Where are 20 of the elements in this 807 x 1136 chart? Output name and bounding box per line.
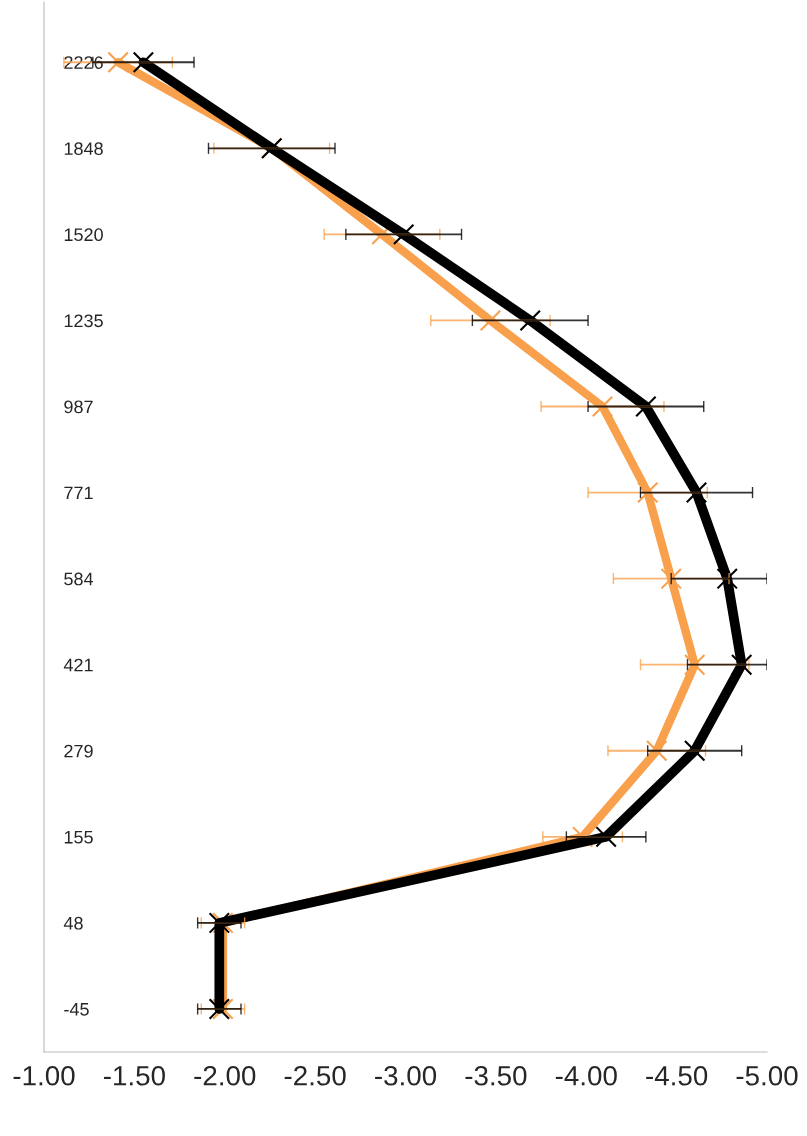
y-tick-label: 155 bbox=[64, 830, 93, 844]
x-tick-label: -2.50 bbox=[284, 1065, 346, 1086]
x-tick-label: -3.00 bbox=[375, 1065, 437, 1086]
y-tick-label: 771 bbox=[64, 486, 93, 500]
y-tick-label: 421 bbox=[63, 658, 93, 672]
x-tick-label: -4.00 bbox=[555, 1065, 617, 1086]
y-tick-label: 584 bbox=[64, 572, 94, 586]
y-tick-label: 1520 bbox=[64, 228, 103, 242]
x-tick-label: -3.50 bbox=[465, 1065, 527, 1086]
y-tick-label: 987 bbox=[64, 400, 93, 414]
x-tick-label: -1.00 bbox=[13, 1065, 75, 1086]
x-tick-label: -1.50 bbox=[103, 1065, 165, 1086]
y-tick-label: 48 bbox=[63, 916, 83, 930]
y-tick-label: 1235 bbox=[64, 314, 103, 328]
y-tick-label: -45 bbox=[64, 1003, 89, 1016]
x-tick-label: -5.00 bbox=[736, 1065, 798, 1086]
x-tick-label: -2.00 bbox=[194, 1065, 256, 1086]
y-tick-label: 1848 bbox=[64, 142, 103, 156]
x-tick-label: -4.50 bbox=[646, 1065, 708, 1086]
y-tick-label: 279 bbox=[64, 744, 93, 758]
